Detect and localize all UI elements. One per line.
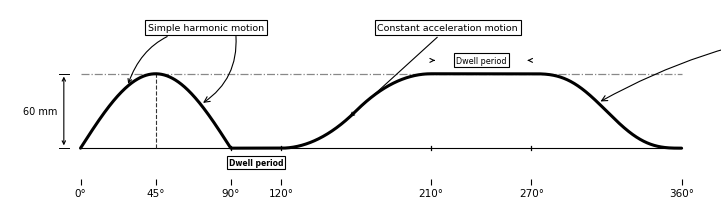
Text: Constant acceleration motion: Constant acceleration motion	[350, 24, 518, 116]
Text: Dwell period: Dwell period	[456, 57, 506, 65]
Text: Simple harmonic motion: Simple harmonic motion	[128, 24, 264, 83]
Text: Dwell period: Dwell period	[229, 158, 283, 167]
Text: 60 mm: 60 mm	[23, 106, 57, 116]
